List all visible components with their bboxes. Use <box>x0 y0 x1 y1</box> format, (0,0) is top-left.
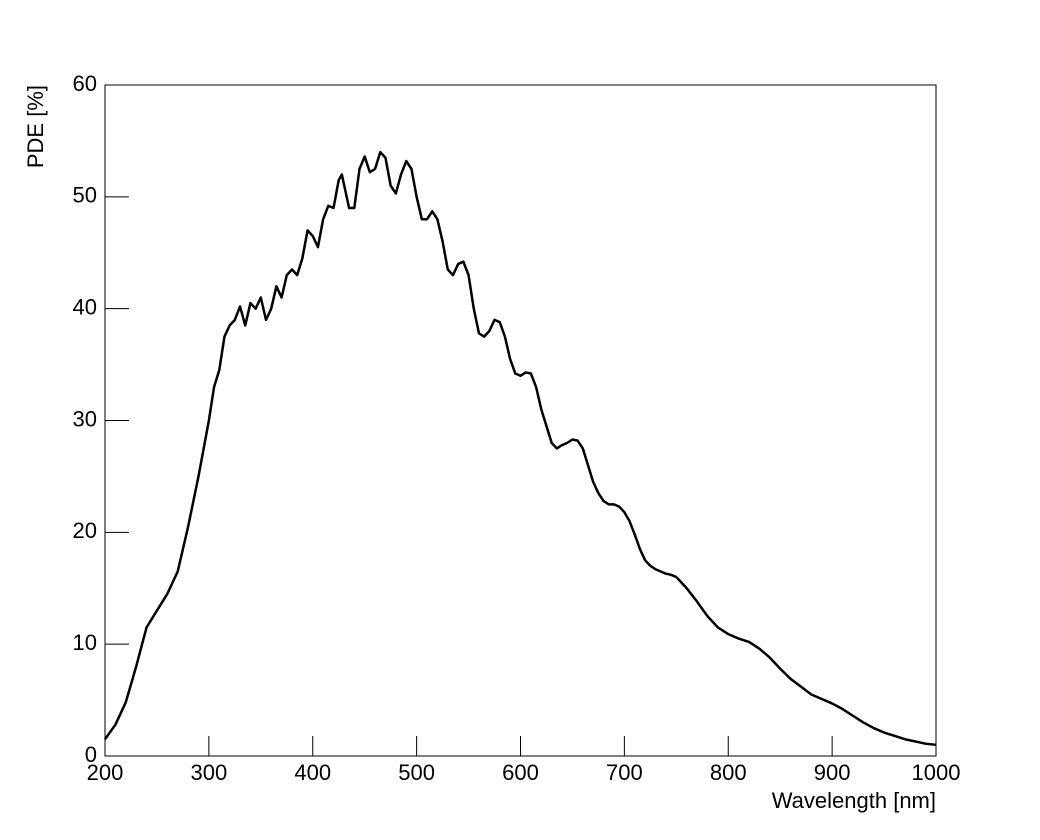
y-axis-label: PDE [%] <box>23 85 48 168</box>
x-tick-label: 300 <box>191 760 228 785</box>
x-tick-label: 200 <box>87 760 124 785</box>
x-tick-label: 600 <box>502 760 539 785</box>
x-tick-label: 500 <box>398 760 435 785</box>
x-tick-label: 400 <box>294 760 331 785</box>
y-tick-label: 20 <box>73 518 97 543</box>
x-tick-label: 900 <box>814 760 851 785</box>
x-tick-label: 800 <box>710 760 747 785</box>
x-tick-label: 1000 <box>912 760 961 785</box>
y-tick-label: 60 <box>73 71 97 96</box>
x-axis-label: Wavelength [nm] <box>772 788 936 813</box>
x-tick-label: 700 <box>606 760 643 785</box>
plot-frame <box>104 84 937 757</box>
y-tick-label: 30 <box>73 406 97 431</box>
y-tick-label: 40 <box>73 294 97 319</box>
y-tick-label: 10 <box>73 630 97 655</box>
y-tick-label: 0 <box>85 742 97 767</box>
data-line <box>103 150 937 747</box>
y-tick-label: 50 <box>73 183 97 208</box>
